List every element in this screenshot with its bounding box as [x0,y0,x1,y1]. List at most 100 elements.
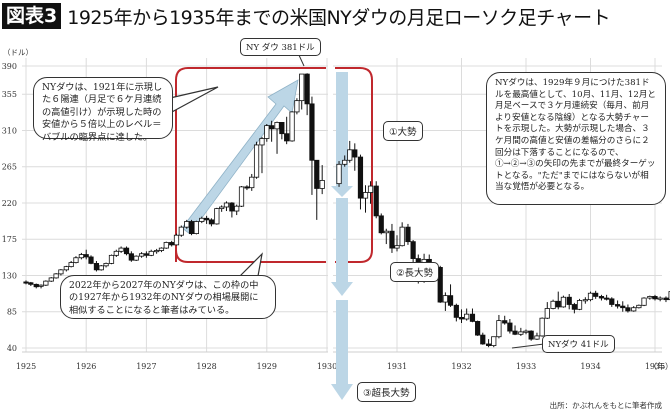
bubble-right: NYダウは、1929年９月につけた381ドルを最高値として、10月、11月、12… [486,72,666,205]
x-tick-label: 1928 [196,362,216,371]
candle [342,155,348,167]
x-tick-label: 1932 [451,362,471,371]
falling-arrow-head-3 [331,384,353,400]
candle [668,291,670,301]
candle [447,284,454,307]
candle [485,339,492,348]
candle [582,297,588,304]
candle [620,301,626,312]
y-tick-label: 310 [2,126,17,135]
candle [544,302,550,319]
candle [53,273,59,279]
bottom-tag: NYダウ 41ドル [542,335,615,353]
candle [604,294,610,301]
candle [464,308,470,321]
candle [550,299,556,310]
candle [43,280,49,286]
x-tick-label: 1929 [257,362,277,371]
candle [274,121,280,154]
candle [229,202,235,218]
x-tick-label: 1926 [76,362,96,371]
x-tick-label: 1935 [645,362,665,371]
candle [118,246,124,253]
candle [98,265,104,271]
candle [625,304,631,313]
candle [367,181,374,204]
x-tick-label: 1931 [387,362,407,371]
candle [193,220,199,235]
x-tick-label: 1933 [516,362,536,371]
candle [294,98,300,115]
candle [219,205,225,212]
candle [647,295,653,300]
candle [63,265,69,272]
candle [103,262,109,268]
candle [480,332,486,345]
candle [169,240,175,247]
candle [389,223,395,253]
candle [244,185,250,191]
candle [576,298,583,311]
candle [48,277,54,282]
candle [154,248,160,254]
candle [378,213,384,235]
candle [214,207,220,225]
y-tick-label: 265 [2,163,17,172]
candle [560,295,567,308]
candle [362,185,369,213]
candle [405,223,411,245]
highlight-frame [175,67,373,263]
candle [284,116,290,145]
candle [33,283,39,289]
candle [437,265,443,303]
chart-title: 図表3 1925年から1935年までの米国NYダウの月足ローソク足チャート [2,2,611,30]
candle [299,73,305,110]
candle [158,247,165,253]
candle [631,306,637,312]
bottom-pointer [511,343,545,349]
bubble-left: NYダウは、1921年に示現した６陽連（月足で６ケ月連続の高値引け）が示現した時… [33,77,173,143]
candle [373,181,379,219]
candle [78,252,84,260]
falling-arrow-head-2 [331,282,353,296]
candle [188,219,195,236]
candle [199,216,205,224]
candle [652,294,658,301]
candle [614,300,621,309]
candle [28,281,34,286]
candle [58,269,64,276]
candle [279,122,285,140]
candle [138,252,145,258]
candle [178,225,184,237]
candle [253,141,260,179]
candle [383,228,389,245]
y-tick-label: 220 [2,199,17,208]
trend2-label: ②長大勢 [390,262,440,282]
candle [566,294,572,310]
falling-arrow-segment-2 [336,198,348,284]
candle [289,111,295,142]
trend3-label: ③超長大勢 [357,382,416,402]
candle [38,284,44,289]
candle [208,218,215,227]
candle [593,290,599,299]
candle [528,330,534,341]
candle [636,304,642,309]
trend1-label: ①大勢 [383,121,423,141]
candle [184,219,190,229]
candle [133,255,139,261]
y-tick-label: 40 [7,344,17,353]
candle [264,124,270,142]
candle [223,201,230,212]
candle [357,154,364,210]
candle [502,315,508,325]
candle [507,318,513,334]
x-axis-unit: （年） [649,361,670,371]
candle [571,302,577,314]
rising-arrow [181,79,299,235]
candle [347,140,353,163]
candle [352,143,358,171]
x-tick-label: 1927 [136,362,156,371]
candle [238,186,245,207]
title-text: 1925年から1935年までの米国NYダウの月足ローソク足チャート [67,6,611,29]
